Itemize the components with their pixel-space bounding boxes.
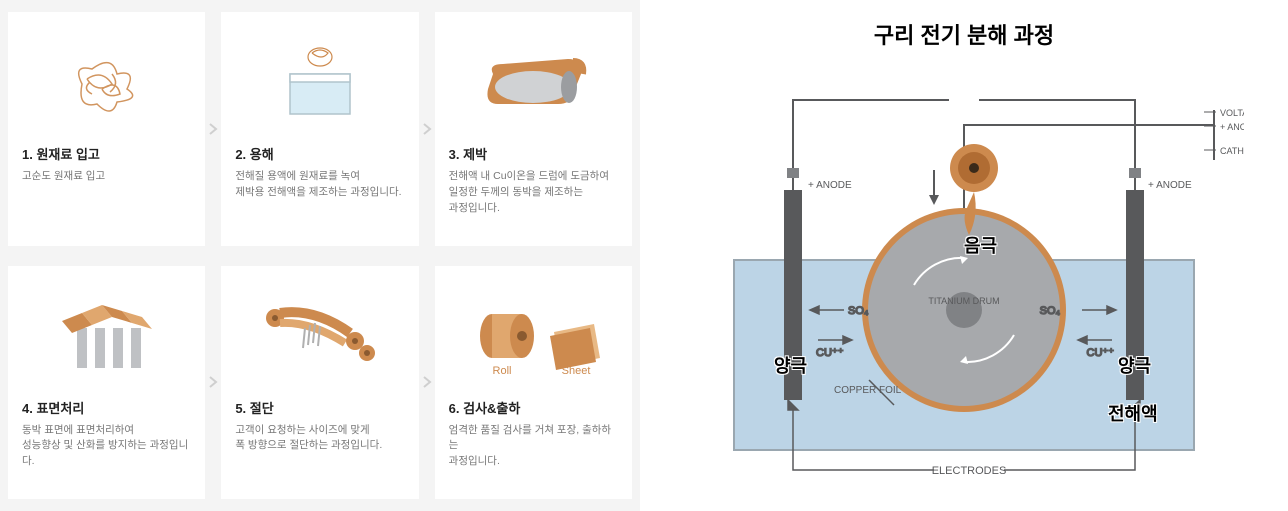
electrolysis-diagram: + ANODE + ANODE VOLTAGE SOURCE + ANODE C… bbox=[684, 60, 1244, 490]
step-6-desc: 엄격한 품질 검사를 거쳐 포장, 출하하는과정입니다. bbox=[449, 423, 618, 470]
step-1-illustration bbox=[22, 24, 191, 144]
step-3-illustration bbox=[449, 24, 618, 144]
step-3-title: 3. 제박 bbox=[449, 144, 618, 163]
svg-text:SO₄: SO₄ bbox=[1040, 305, 1061, 317]
step-1-title: 1. 원재료 입고 bbox=[22, 144, 191, 163]
step-2-desc: 전해질 용액에 원재료를 녹여제박용 전해액을 제조하는 과정입니다. bbox=[235, 169, 404, 201]
step-2-title: 2. 용해 bbox=[235, 144, 404, 163]
svg-text:CU⁺⁺: CU⁺⁺ bbox=[1087, 347, 1115, 359]
cathode-ko-label: 음극 bbox=[964, 232, 997, 258]
svg-text:SO₄: SO₄ bbox=[848, 305, 869, 317]
svg-text:+ ANODE: + ANODE bbox=[808, 180, 852, 191]
arrow-icon bbox=[205, 266, 221, 500]
step-5-title: 5. 절단 bbox=[235, 398, 404, 417]
svg-text:CU⁺⁺: CU⁺⁺ bbox=[816, 347, 844, 359]
electrolysis-diagram-panel: 구리 전기 분해 과정 bbox=[640, 0, 1288, 511]
step-2-illustration bbox=[235, 24, 404, 144]
svg-text:VOLTAGE SOURCE: VOLTAGE SOURCE bbox=[1220, 108, 1244, 118]
steps-grid: 1. 원재료 입고 고순도 원재료 입고 2. 용해 전해질 용액에 원재료를 … bbox=[8, 12, 632, 499]
step-4-illustration bbox=[22, 278, 191, 398]
step-1-desc: 고순도 원재료 입고 bbox=[22, 169, 191, 185]
arrow-icon bbox=[419, 266, 435, 500]
step-4-desc: 동박 표면에 표면처리하여성능향상 및 산화를 방지하는 과정입니다. bbox=[22, 423, 191, 470]
arrow-icon bbox=[205, 12, 221, 246]
anode-ko-right-label: 양극 bbox=[1118, 352, 1151, 378]
step-card-5: 5. 절단 고객이 요청하는 사이즈에 맞게폭 방향으로 절단하는 과정입니다. bbox=[221, 266, 418, 500]
svg-text:+ ANODE: + ANODE bbox=[1148, 180, 1192, 191]
step-card-1: 1. 원재료 입고 고순도 원재료 입고 bbox=[8, 12, 205, 246]
step-5-illustration bbox=[235, 278, 404, 398]
diagram-title: 구리 전기 분해 과정 bbox=[640, 18, 1288, 50]
svg-text:TITANIUM DRUM: TITANIUM DRUM bbox=[928, 296, 999, 306]
step-card-4: 4. 표면처리 동박 표면에 표면처리하여성능향상 및 산화를 방지하는 과정입… bbox=[8, 266, 205, 500]
electrolyte-ko-label: 전해액 bbox=[1108, 400, 1158, 426]
svg-text:+ ANODE: + ANODE bbox=[1220, 122, 1244, 132]
step-card-6: Roll Sheet 6. 검사&출하 엄격한 품질 검사를 거쳐 포장, 출하… bbox=[435, 266, 632, 500]
arrow-icon bbox=[419, 12, 435, 246]
process-steps-panel: 1. 원재료 입고 고순도 원재료 입고 2. 용해 전해질 용액에 원재료를 … bbox=[0, 0, 640, 511]
step-6-title: 6. 검사&출하 bbox=[449, 398, 618, 417]
svg-text:ELECTRODES: ELECTRODES bbox=[932, 465, 1007, 477]
sheet-sublabel: Sheet bbox=[562, 365, 591, 377]
step-card-3: 3. 제박 전해액 내 Cu이온을 드럼에 도금하여일정한 두께의 동박을 제조… bbox=[435, 12, 632, 246]
step-5-desc: 고객이 요청하는 사이즈에 맞게폭 방향으로 절단하는 과정입니다. bbox=[235, 423, 404, 455]
step-6-illustration: Roll Sheet bbox=[449, 278, 618, 398]
step-4-title: 4. 표면처리 bbox=[22, 398, 191, 417]
svg-text:CATHODE: CATHODE bbox=[1220, 146, 1244, 156]
step-card-2: 2. 용해 전해질 용액에 원재료를 녹여제박용 전해액을 제조하는 과정입니다… bbox=[221, 12, 418, 246]
svg-text:COPPER FOIL: COPPER FOIL bbox=[834, 385, 902, 396]
roll-sublabel: Roll bbox=[493, 365, 512, 377]
anode-ko-left-label: 양극 bbox=[774, 352, 807, 378]
step-3-desc: 전해액 내 Cu이온을 드럼에 도금하여일정한 두께의 동박을 제조하는과정입니… bbox=[449, 169, 618, 216]
